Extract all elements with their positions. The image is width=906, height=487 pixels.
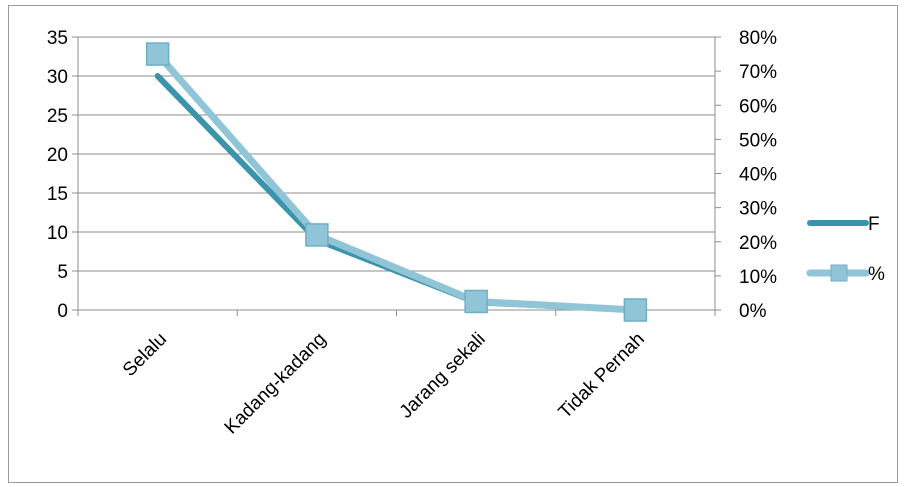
right-tick-label: 20% xyxy=(739,233,777,254)
left-tick-label: 5 xyxy=(57,262,68,283)
left-tick-label: 25 xyxy=(47,106,68,127)
series-marker xyxy=(145,42,170,66)
legend-marker xyxy=(830,264,848,282)
right-tick-label: 30% xyxy=(739,199,777,220)
left-tick-label: 10 xyxy=(47,223,68,244)
right-tick-label: 10% xyxy=(739,267,777,288)
gridlines xyxy=(78,36,715,272)
right-tick-label: 60% xyxy=(739,96,777,117)
legend: F% xyxy=(806,214,885,285)
chart-frame xyxy=(8,5,898,483)
left-tick-label: 35 xyxy=(47,28,68,49)
series-marker xyxy=(305,223,329,247)
right-tick-label: 0% xyxy=(739,301,767,322)
category-label: Selalu xyxy=(119,329,171,381)
series-line-2 xyxy=(154,50,639,314)
right-tick-label: 50% xyxy=(739,130,777,151)
right-tick-label: 70% xyxy=(739,62,777,83)
right-tick-label: 80% xyxy=(739,28,777,49)
series-marker xyxy=(464,289,488,314)
category-label: Kadang-kadang xyxy=(221,329,331,439)
legend-label: % xyxy=(868,264,885,285)
left-axis-ticks: 0 5 10 15 20 25 30 35 xyxy=(47,28,68,322)
series-marker xyxy=(623,298,648,322)
right-axis-ticks: 0% 10% 20% 30% 40% 50% 60% 70% 80% xyxy=(739,28,777,322)
category-label: Tidak Pernah xyxy=(555,329,649,423)
left-tick-label: 15 xyxy=(47,184,68,205)
category-labels: Selalu Kadang-kadang Jarang sekali Tidak Pe… xyxy=(119,329,649,439)
left-tick-label: 30 xyxy=(47,67,68,88)
right-tick-label: 40% xyxy=(739,165,777,186)
left-tick-label: 20 xyxy=(47,145,68,166)
series-group xyxy=(145,42,648,322)
category-label: Jarang sekali xyxy=(396,329,490,423)
left-tick-label: 0 xyxy=(57,301,68,322)
legend-label: F xyxy=(868,214,880,235)
